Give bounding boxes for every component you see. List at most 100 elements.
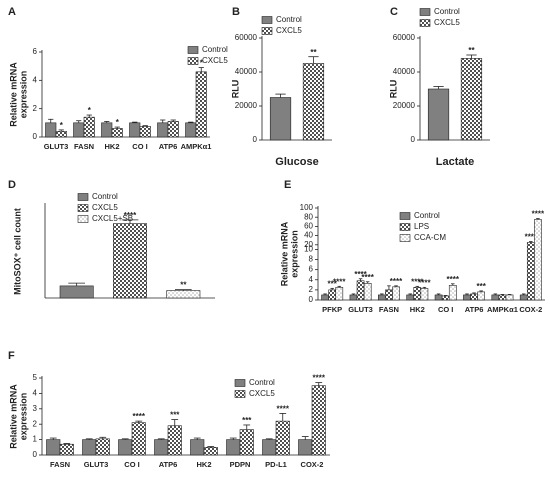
bar: [526, 242, 535, 301]
x-tick-label: CO I: [438, 305, 453, 314]
bar: [46, 439, 61, 456]
y-tick-label: 40000: [235, 67, 258, 76]
bar: [113, 223, 147, 299]
legend-label: Control: [249, 378, 275, 387]
y-tick-label: 10: [304, 245, 313, 254]
bar: [167, 121, 179, 138]
bar: [441, 295, 450, 301]
legend-label: LPS: [414, 222, 429, 231]
significance: *: [60, 121, 64, 130]
panel-label: C: [390, 6, 398, 18]
significance: ****: [447, 275, 460, 284]
x-tick-label: ATP6: [159, 142, 178, 151]
legend-swatch: [261, 16, 273, 24]
legend-swatch: [234, 379, 246, 387]
legend-swatch: [261, 27, 273, 35]
y-tick-label: 60000: [393, 33, 416, 42]
x-axis-label: Lactate: [436, 156, 475, 168]
y-tick-label: 20000: [393, 101, 416, 110]
bar: [59, 285, 94, 299]
bar: [226, 439, 241, 456]
x-tick-label: PD-L1: [265, 460, 287, 469]
bar: [95, 438, 110, 456]
bar: [363, 283, 372, 301]
x-tick-label: COX-2: [301, 460, 324, 469]
y-tick-label: 0: [309, 295, 314, 304]
y-axis-label: Relative mRNA: [279, 221, 289, 286]
bar: [203, 446, 218, 456]
bar: [470, 293, 478, 301]
legend-label: Control: [202, 45, 228, 54]
y-tick-label: 40000: [393, 67, 416, 76]
y-axis-label: Relative mRNA: [8, 384, 18, 449]
legend-label: CXCL5: [276, 26, 302, 35]
bar: [321, 294, 329, 301]
legend-swatch: [77, 193, 89, 201]
x-tick-label: COX-2: [519, 305, 542, 314]
bar: [131, 422, 146, 456]
legend-swatch: [399, 223, 411, 231]
legend-swatch: [399, 234, 411, 242]
bar: [356, 280, 365, 301]
bar: [328, 289, 337, 301]
bar: [302, 63, 325, 141]
x-tick-label: AMPKα1: [487, 305, 518, 314]
bar: [491, 294, 500, 301]
bar: [406, 294, 415, 301]
legend-label: Control: [276, 15, 302, 24]
legend-label: CXCL5+SB: [92, 214, 133, 223]
legend-label: CXCL5: [92, 203, 118, 212]
significance: **: [468, 46, 475, 55]
legend-label: CXCL5: [434, 18, 460, 27]
y-tick-label: 0: [253, 135, 258, 144]
x-axis-label: Glucose: [275, 156, 318, 168]
y-tick-label: 40: [304, 231, 313, 240]
significance: ****: [411, 277, 424, 286]
bar: [154, 439, 169, 456]
x-tick-label: PFKP: [322, 305, 342, 314]
bar: [448, 285, 457, 301]
bar: [269, 97, 292, 141]
panel-label: D: [8, 179, 16, 191]
significance: ****: [418, 278, 431, 287]
legend-swatch: [399, 212, 411, 220]
significance: ***: [328, 279, 338, 288]
x-tick-label: CO I: [124, 460, 139, 469]
bar: [111, 128, 123, 138]
bar: [83, 116, 95, 138]
bar: [118, 439, 133, 456]
bar: [335, 287, 344, 301]
bar: [377, 294, 386, 301]
legend-label: CXCL5: [202, 56, 228, 65]
bar: [349, 294, 358, 301]
bar: [129, 122, 141, 138]
y-axis-label: Relative mRNA: [8, 62, 18, 127]
panel-label: A: [8, 6, 16, 18]
panel-label: E: [284, 179, 291, 191]
legend-swatch: [77, 204, 89, 212]
y-tick-label: 4: [309, 275, 314, 284]
y-axis-label: expression: [18, 71, 28, 119]
bar: [434, 294, 443, 301]
bar: [167, 425, 182, 456]
significance: ***: [170, 411, 180, 420]
x-tick-label: GLUT3: [44, 142, 69, 151]
y-tick-label: 2: [309, 285, 314, 294]
panel-label: F: [8, 350, 15, 362]
x-tick-label: FASN: [379, 305, 399, 314]
y-tick-label: 0: [33, 450, 38, 459]
significance: ***: [476, 282, 486, 291]
bar: [460, 58, 483, 141]
bar: [477, 291, 486, 301]
bar: [190, 439, 205, 456]
bar: [519, 294, 528, 301]
x-tick-label: HK2: [196, 460, 211, 469]
significance: *: [88, 106, 92, 115]
y-axis-label: expression: [18, 393, 28, 441]
significance: **: [180, 281, 187, 290]
y-tick-label: 80: [304, 212, 313, 221]
x-tick-label: FASN: [50, 460, 70, 469]
significance: ****: [277, 405, 290, 414]
panel-label: B: [232, 6, 240, 18]
